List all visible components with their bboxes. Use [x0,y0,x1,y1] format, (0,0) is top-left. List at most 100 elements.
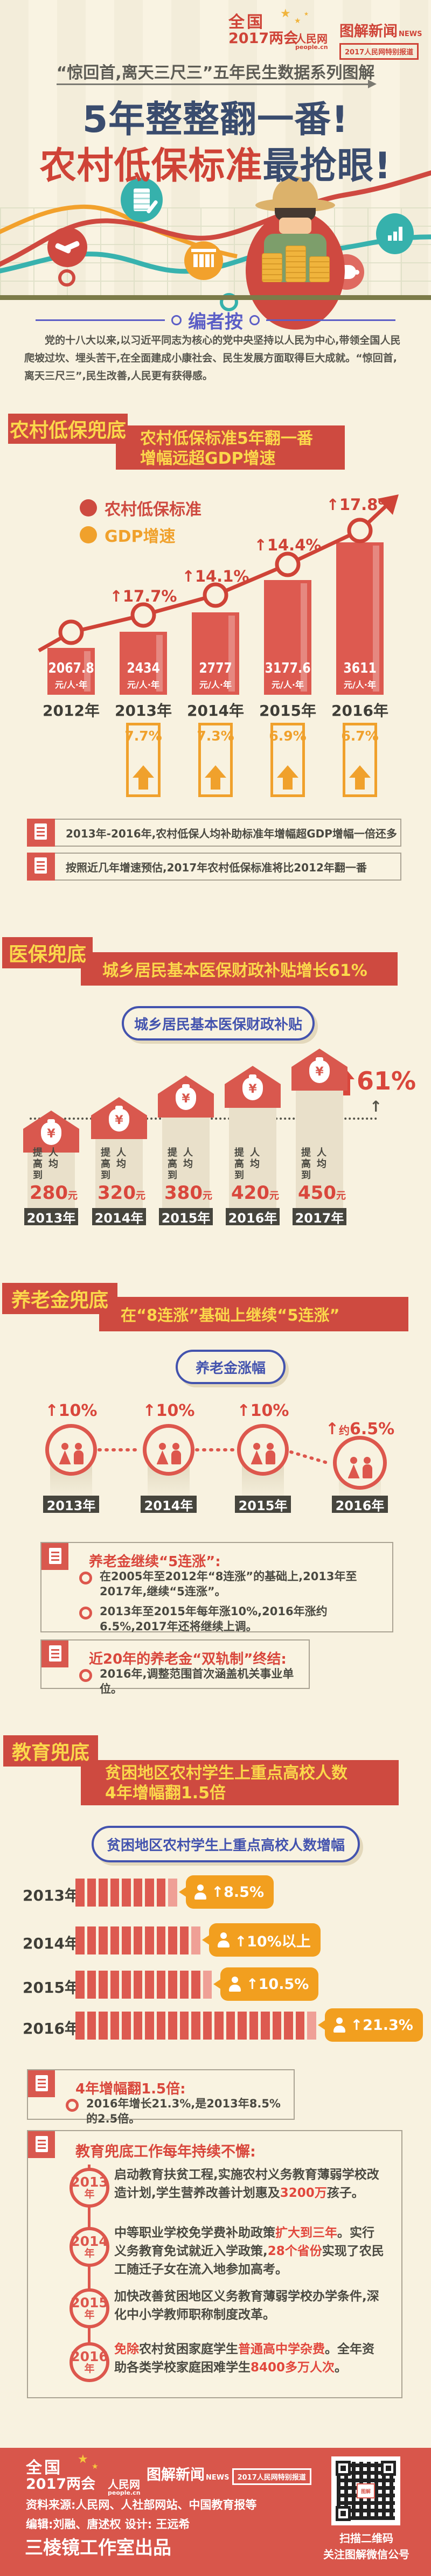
footer-studio: 三棱镜工作室出品 [25,2537,171,2559]
prefix-col: 人均 [115,1147,126,1170]
bar-segment [87,1926,96,1954]
circle-decoration [220,293,238,311]
education-row: 2016年 ↑21.3% [0,2008,431,2042]
bar-segment [99,2012,108,2040]
column-text: 提高到 人均 420元 [231,1147,279,1204]
bar-segment [110,1879,119,1907]
house-arrow-icon: ¥ [91,1097,147,1139]
bar-segment [87,2012,96,2040]
bar-segment [99,1926,108,1954]
body [347,1464,360,1478]
bar-segment [203,2012,212,2040]
bar-segment [75,1879,85,1907]
yibao-column: ¥ 提高到 人均 450元 2017年 [291,1039,347,1228]
section-badge-jiaoyu: 教育兜底 [3,1735,98,1767]
timeline-year-circle: 2016 年 [69,2342,109,2382]
bar-segment [214,2012,224,2040]
subtitle-arrow-icon [57,80,377,88]
growth-chart-icon [376,213,414,254]
growth-bubble: ↑8.5% [178,1875,274,1909]
logo-sub-box: 2017人民网特别报道 [232,2468,311,2485]
growth-bubble: ↑21.3% [317,2008,423,2042]
header-logo-people: 人民网 people.cn [295,33,328,50]
gdp-box: 7.7% [124,723,162,797]
note-title: 近20年的养老金“双轨制”终结: [89,1651,287,1667]
dot-decoration [249,315,260,325]
bar-segment [238,2012,247,2040]
bar-segment [156,1926,165,1954]
chart-title-pill-yanglao: 养老金涨幅 [176,1350,286,1384]
timeline-title: 教育兜底工作每年持续不懈: [75,2144,256,2160]
bar-segment [168,2012,177,2040]
arrow-part [211,778,220,790]
timeline-year-circle: 2013 年 [69,2168,109,2208]
row-year-label: 2013年 [23,1887,80,1904]
bar-segment [307,2012,316,2040]
qr-caption: 关注图解微信公号 [323,2548,409,2561]
section-badge-yanglao: 养老金兜底 [2,1283,117,1314]
house-arrow-icon: ¥ [225,1066,281,1108]
trend-point [58,619,84,645]
arrow-part [349,765,371,778]
body [362,1464,372,1478]
up-arrow-icon: ↑ [370,1098,383,1115]
head [350,1457,357,1464]
logo-text: 全国 [228,13,265,32]
education-row: 2015年 ↑10.5% [0,1967,431,2001]
timeline-year-suffix: 年 [84,2309,95,2321]
qr-center-logo: 图解 [357,2483,375,2498]
up-arrow-icon [349,765,371,790]
timeline-text-segment: 孩子。 [326,2186,364,2200]
prefix-col: 人均 [248,1147,260,1170]
section-badge-yibao: 医保兜底 [2,937,93,968]
logo-text: 2017两会 [228,30,298,47]
dibao-bar: 2777 元/人·年 [192,612,239,695]
bar-segment [179,1926,189,1954]
money-bag-icon: ¥ [242,1074,263,1100]
bullet-ring-icon [66,2099,79,2112]
man-figure [171,1443,181,1464]
timeline-year-circle: 2015 年 [69,2288,109,2328]
prefix-col: 提高到 [233,1147,244,1181]
logo-text: 图解新闻 [339,23,398,40]
bar-segment [110,2012,119,2040]
chart-legend: 农村低保标准 GDP增速 [80,498,201,551]
growth-bubble: ↑10.5% [213,1967,319,2001]
up-arrow-icon [133,765,154,790]
bullet-text: 在2005年至2012年“8连涨”的基础上,2013年至2017年,继续“5连涨… [100,1570,357,1598]
star-icon: ★ [280,7,291,20]
dotted-line [289,1450,332,1465]
ribbon-line1: 农村低保标准5年翻一番 [140,429,313,448]
legend-label: GDP增速 [105,527,176,546]
student-icon [217,1932,230,1947]
subsidy-value: 380元 [164,1182,212,1204]
bar-unit: 元/人·年 [55,680,87,690]
timeline-text-segment: 农村贫困家庭学生 [139,2342,238,2356]
bar-segment [145,1971,154,1999]
note-text: 2013年-2016年,农村低保人均补助标准年增幅超GDP增幅一倍还多 [66,827,397,840]
prefix-col: 人均 [47,1147,58,1170]
prefix-col: 人均 [315,1147,326,1170]
head [267,1443,274,1450]
star-icon: ★ [78,2453,88,2466]
timeline-text: 免除农村贫困家庭学生普通高中学杂费。全年资助各类学校家庭困难学生8400多万人次… [114,2340,386,2377]
label-approx: 约 [338,1424,350,1437]
note-box-pension: 养老金继续“5连涨”: 在2005年至2012年“8连涨”的基础上,2013年至… [40,1542,393,1634]
note-row: 按照近几年增速预估,2017年农村低保标准将比2012年翻一番 [27,853,401,881]
trend-arrowhead [378,494,399,515]
timeline-text-segment: 加快改善贫困地区义务教育薄弱学校办学条件,深化中小学教师职称制度改革。 [114,2289,379,2322]
timeline-text-segment: 普通高中学杂费 [238,2342,325,2356]
bullet-ring-icon [79,1572,92,1584]
head [159,1443,166,1450]
timeline-text-segment: 。 [335,2361,347,2375]
segmented-bar [75,1926,200,1954]
dibao-bar-line-chart: 2067.8 元/人·年 2012年 2434 元/人·年 2013年 ↑17.7% 7.7%… [0,479,431,802]
row-year-label: 2016年 [23,2020,80,2037]
growth-label: ↑17.7% [109,587,177,605]
editor-note-text: 党的十八大以来,以习近平同志为核心的党中央坚持以人民为中心,带领全国人民爬坡过坎… [24,334,401,382]
dotted-connectors [98,1448,332,1465]
timeline-text-segment: 实现了农民工随迁子女在流入地参加高考。 [114,2244,384,2277]
note-bullet: 2013年至2015年每年涨10%,2016年涨约6.5%,2017年还将继续上… [79,1604,381,1634]
footer-logo-people: 人民网 people.cn [108,2479,141,2496]
note-bullet: 在2005年至2012年“8连涨”的基础上,2013年至2017年,继续“5连涨… [79,1569,381,1599]
